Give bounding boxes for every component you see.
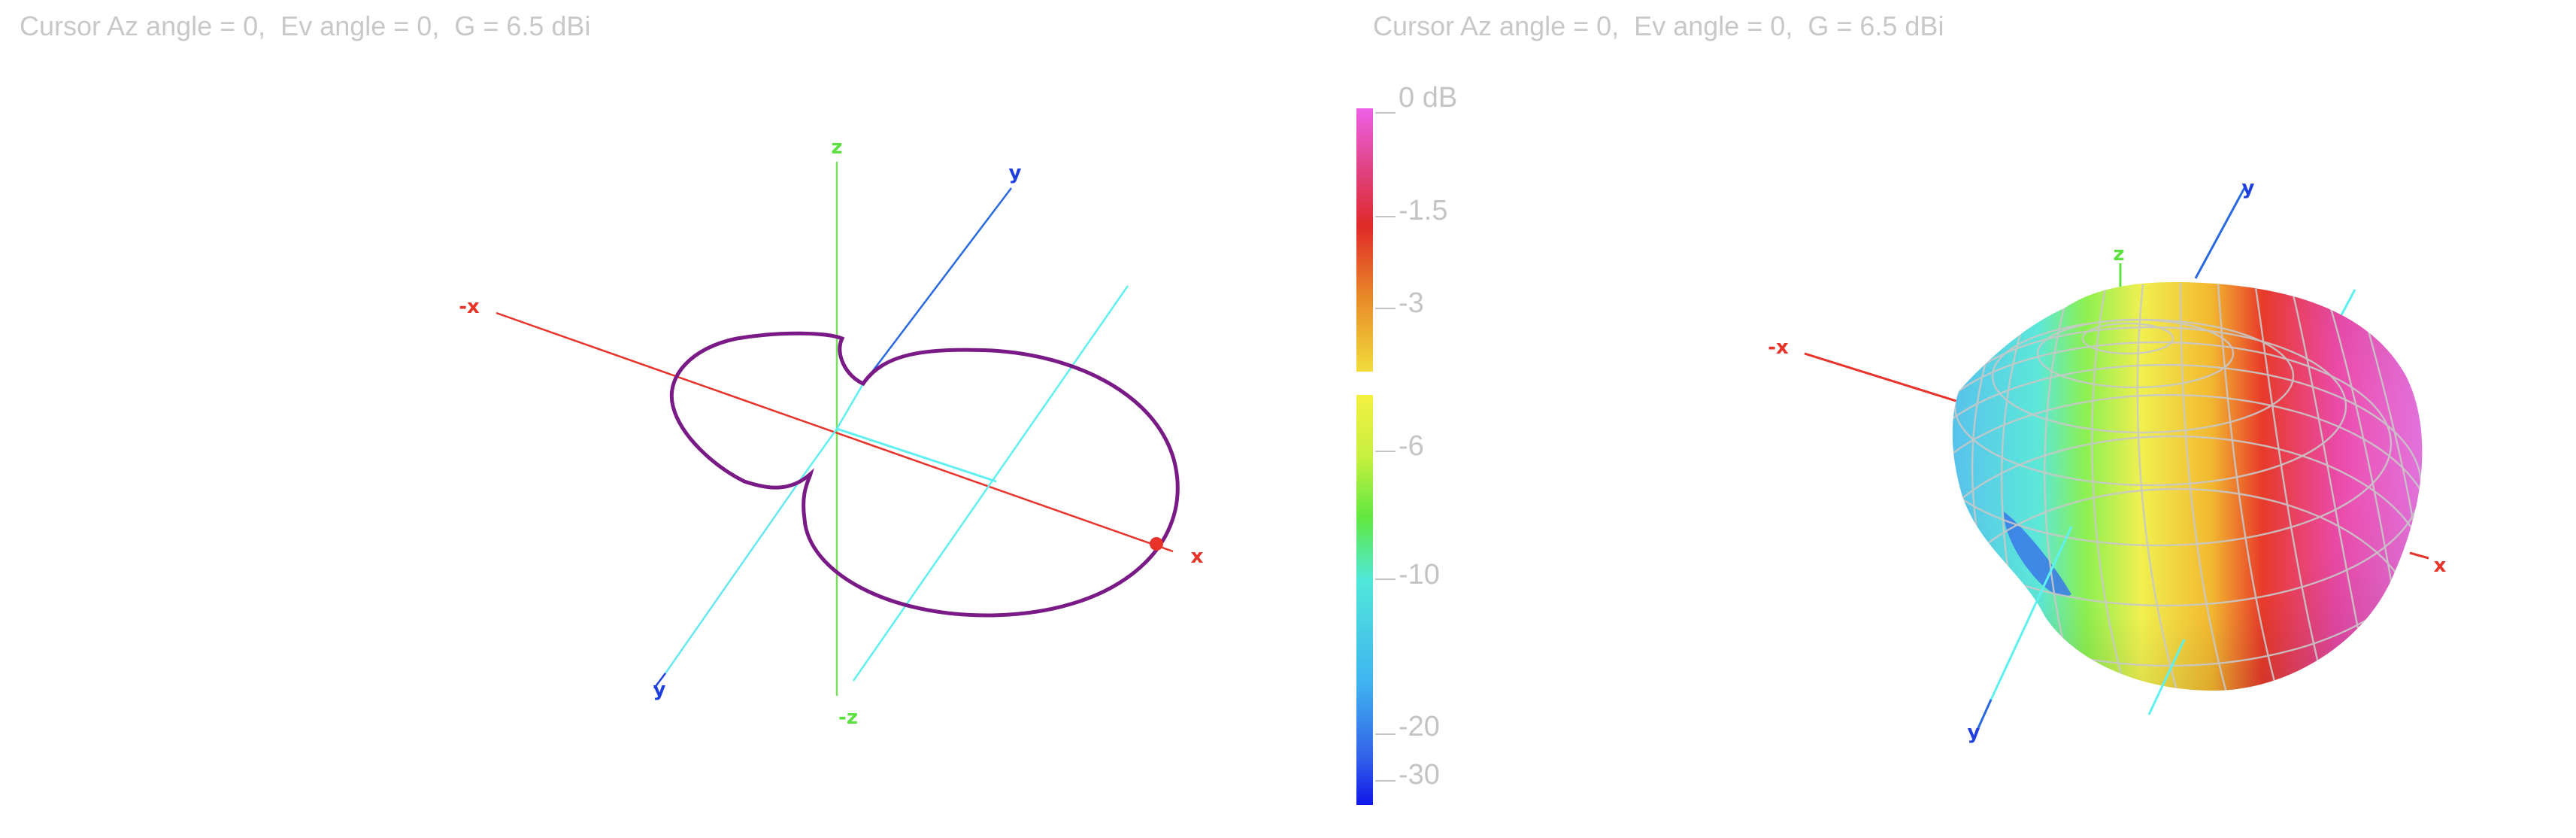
y-axis-tail: [653, 673, 666, 689]
cursor-readout-right: Cursor Az angle = 0, Ev angle = 0, G = 6…: [1373, 11, 1944, 41]
svg-text:-10: -10: [1399, 559, 1440, 591]
r-neg-y-axis-line: [1976, 699, 1993, 730]
colorbar-tick-0: 0 dB: [1375, 82, 1457, 114]
r-z-axis-label: z: [2113, 243, 2124, 266]
svg-text:-20: -20: [1399, 711, 1440, 742]
y-axis-line: [862, 187, 1012, 384]
colorbar-tick-4: -10: [1375, 559, 1440, 591]
colorbar-tick-6: -30: [1375, 759, 1440, 791]
cursor-readout-left: Cursor Az angle = 0, Ev angle = 0, G = 6…: [20, 11, 591, 41]
svg-text:-3: -3: [1399, 287, 1424, 319]
r-neg-x-axis-line: [1804, 352, 1986, 411]
colorbar-tick-5: -20: [1375, 711, 1440, 742]
svg-text:-1.5: -1.5: [1399, 195, 1447, 226]
radiation-pattern-surface: [1952, 282, 2423, 691]
cursor-marker: [1150, 537, 1163, 551]
neg-z-axis-label: -z: [838, 706, 858, 729]
colorbar-tick-1: -1.5: [1375, 195, 1447, 226]
neg-x-axis-label: -x: [459, 296, 480, 318]
y-cut-line-upper: [852, 285, 1129, 682]
y-axis-label: y: [1009, 162, 1022, 184]
svg-text:-30: -30: [1399, 759, 1440, 791]
r-y-axis-line: [2194, 187, 2246, 279]
pattern-cut-curve: [669, 331, 1180, 618]
left-3d-view: z -z -x x y y: [459, 136, 1203, 729]
y-cut-line-center: [836, 427, 997, 483]
colorbar-lower-segment: [1356, 395, 1373, 805]
z-axis-label: z: [831, 136, 842, 159]
gain-colorbar: 0 dB -1.5 -3 -6 -10 -20 -30: [1356, 82, 1457, 805]
colorbar-tick-3: -6: [1375, 430, 1424, 462]
r-neg-y-cut-line: [1990, 526, 2073, 700]
colorbar-upper-segment: [1356, 108, 1373, 372]
colorbar-tick-2: -3: [1375, 287, 1424, 319]
center-connector-lower: [803, 428, 838, 475]
r-x-axis-line: [2409, 551, 2429, 560]
right-3d-view: -x y z: [1768, 177, 2447, 744]
neg-y-axis-label: y: [653, 679, 666, 701]
center-connector: [835, 383, 865, 430]
r-y-cut-line-bottom: [2147, 639, 2186, 715]
r-x-axis-label: x: [2434, 554, 2447, 577]
r-neg-y-axis-label: y: [1968, 721, 1980, 744]
r-neg-x-axis-label: -x: [1768, 336, 1789, 359]
x-axis-label: x: [1191, 545, 1204, 568]
svg-text:-6: -6: [1399, 430, 1424, 462]
neg-y-axis-line: [664, 473, 806, 674]
svg-text:0 dB: 0 dB: [1399, 82, 1457, 114]
r-y-axis-label: y: [2242, 177, 2255, 199]
